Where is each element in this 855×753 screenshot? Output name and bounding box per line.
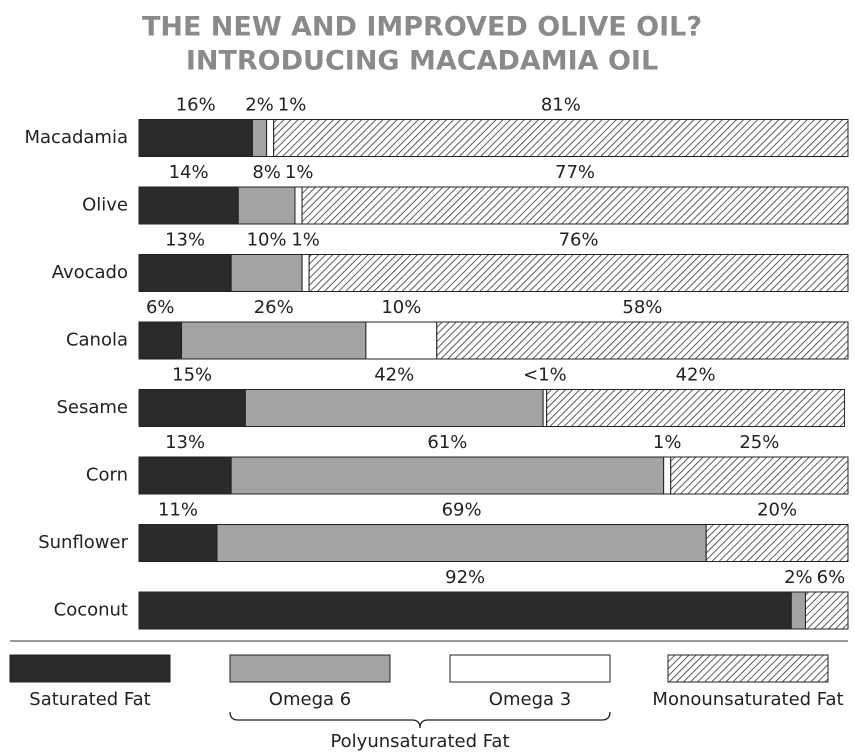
value-label: 69% <box>442 500 482 521</box>
category-label: Olive <box>82 195 128 216</box>
value-label: 1% <box>278 95 307 116</box>
legend-swatch <box>9 654 171 683</box>
value-label: 20% <box>757 500 797 521</box>
bar-segment <box>273 119 849 157</box>
category-label: Corn <box>86 465 128 486</box>
bar-segment <box>308 254 849 292</box>
value-label: 1% <box>653 432 682 453</box>
legend-group-label: Polyunsaturated Fat <box>330 731 509 752</box>
legend-brace <box>229 711 611 729</box>
value-label: 2% <box>784 567 813 588</box>
bar-segment <box>301 254 310 292</box>
value-label: 15% <box>172 365 212 386</box>
bar-segment <box>251 119 268 157</box>
value-label: 25% <box>739 432 779 453</box>
bar-segment <box>301 186 849 225</box>
category-label: Sunflower <box>38 532 128 553</box>
category-label: Canola <box>66 330 128 351</box>
value-label: 1% <box>285 162 314 183</box>
bar-segment <box>546 389 845 427</box>
value-label: 10% <box>381 297 421 318</box>
bar-segment <box>230 254 303 292</box>
value-label: 92% <box>445 567 485 588</box>
bar-segment <box>138 186 239 225</box>
category-label: Coconut <box>54 600 128 621</box>
value-label: 6% <box>146 297 175 318</box>
chart-title: INTRODUCING MACADAMIA OIL <box>186 46 658 77</box>
value-label: 42% <box>374 365 414 386</box>
bar-segment <box>237 186 296 225</box>
category-label: Macadamia <box>24 127 128 148</box>
bar-segment <box>542 389 548 427</box>
value-label: 2% <box>245 95 274 116</box>
value-label: <1% <box>523 365 567 386</box>
bar-segment <box>230 456 665 495</box>
value-label: 8% <box>252 162 281 183</box>
bar-segment <box>138 321 183 360</box>
value-label: 42% <box>676 365 716 386</box>
category-label: Sesame <box>56 397 128 418</box>
value-label: 77% <box>555 162 595 183</box>
value-label: 16% <box>176 95 216 116</box>
bar-segment <box>138 456 232 495</box>
legend-swatch <box>667 654 829 683</box>
bar-segment <box>705 524 849 562</box>
bar-segment <box>670 456 849 495</box>
legend-label: Omega 6 <box>269 689 351 710</box>
bar-segment <box>365 321 438 360</box>
bar-segment <box>216 524 707 562</box>
bar-segment <box>804 591 849 630</box>
bar-segment <box>266 119 275 157</box>
value-label: 11% <box>158 500 198 521</box>
value-label: 10% <box>247 230 287 251</box>
bar-segment <box>138 591 792 630</box>
bar-segment <box>436 321 849 360</box>
legend-label: Omega 3 <box>489 689 571 710</box>
value-label: 81% <box>541 95 581 116</box>
value-label: 13% <box>165 432 205 453</box>
legend-label: Saturated Fat <box>29 689 150 710</box>
bar-segment <box>138 524 218 562</box>
value-label: 13% <box>165 230 205 251</box>
legend-swatch <box>229 654 391 683</box>
bar-segment <box>138 119 253 157</box>
value-label: 61% <box>427 432 467 453</box>
value-label: 1% <box>291 230 320 251</box>
bar-segment <box>294 186 303 225</box>
bar-segment <box>138 389 246 427</box>
chart-title: THE NEW AND IMPROVED OLIVE OIL? <box>142 12 702 43</box>
legend-label: Monounsaturated Fat <box>652 689 843 710</box>
bar-segment <box>244 389 544 427</box>
value-label: 6% <box>817 567 846 588</box>
bar-segment <box>181 321 367 360</box>
legend-swatch <box>449 654 611 683</box>
bar-segment <box>138 254 232 292</box>
value-label: 58% <box>622 297 662 318</box>
value-label: 14% <box>169 162 209 183</box>
bar-segment <box>663 456 672 495</box>
value-label: 76% <box>559 230 599 251</box>
category-label: Avocado <box>52 262 128 283</box>
bar-segment <box>790 591 806 630</box>
value-label: 26% <box>254 297 294 318</box>
